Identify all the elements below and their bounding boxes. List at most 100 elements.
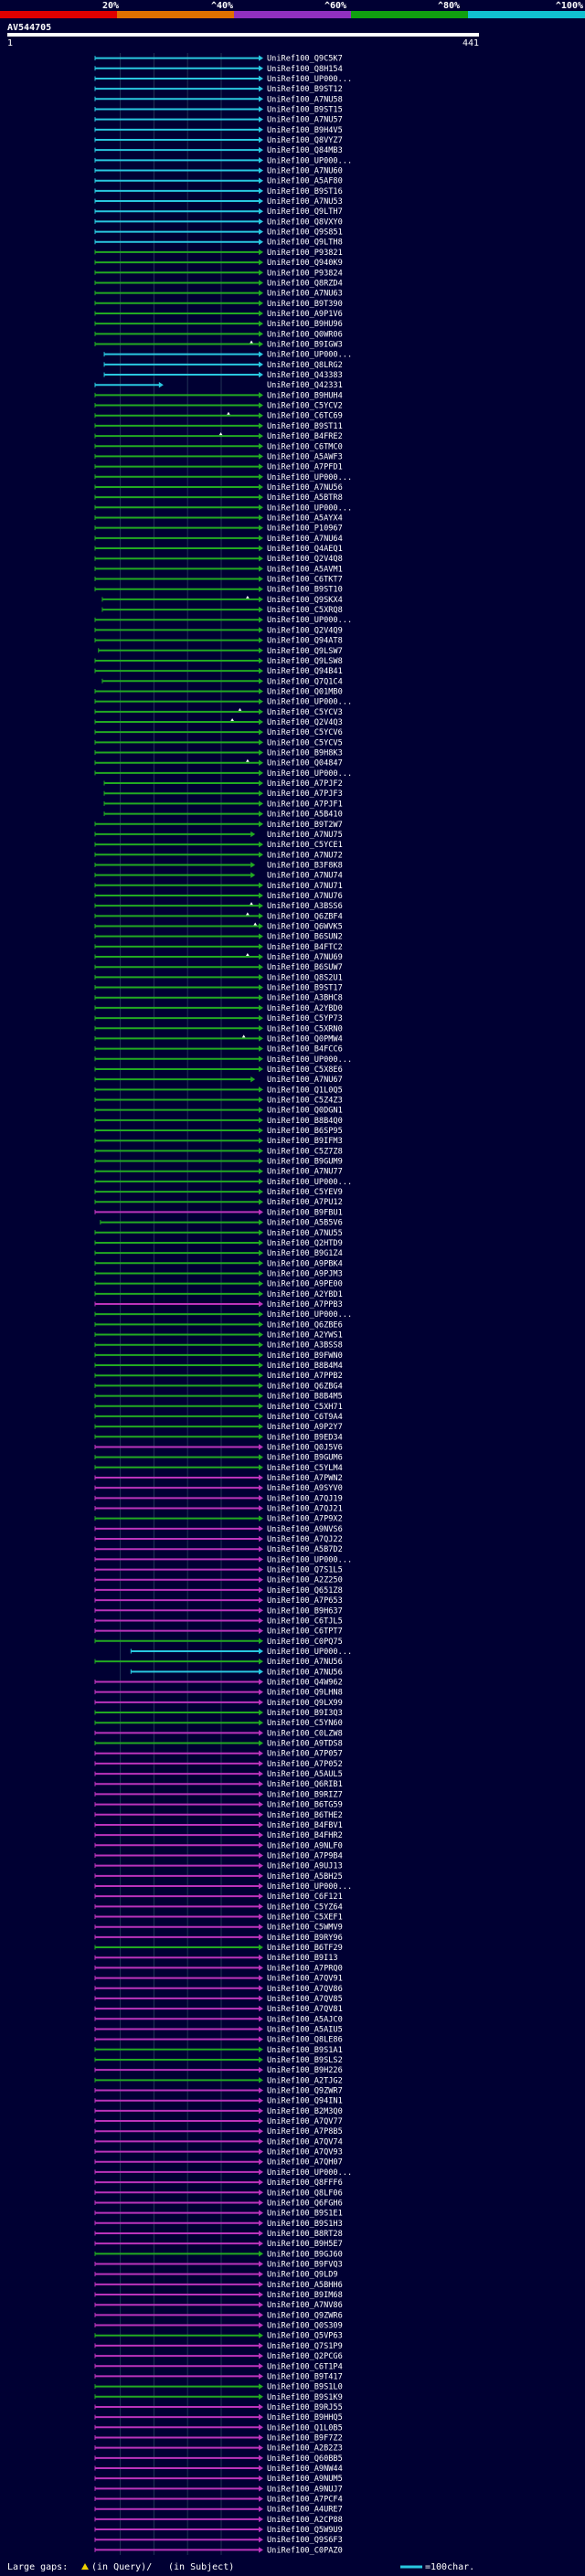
hit-label[interactable]: UniRef100_Q9LD9 — [267, 2271, 338, 2280]
hit-label[interactable]: UniRef100_A7PPB3 — [267, 1300, 343, 1309]
hit-row[interactable]: UniRef100_Q9LTH7 — [94, 207, 343, 217]
hit-label[interactable]: UniRef100_C6TC69 — [267, 412, 343, 421]
hit-row[interactable]: UniRef100_B9FBU1 — [94, 1208, 343, 1217]
hit-row[interactable]: UniRef100_Q8LF06 — [94, 2189, 343, 2198]
hit-row[interactable]: UniRef100_B9ST15 — [94, 105, 343, 114]
hit-row[interactable]: UniRef100_A9PE00 — [94, 1280, 343, 1289]
hit-label[interactable]: UniRef100_Q84MB3 — [267, 146, 343, 155]
hit-row[interactable]: UniRef100_A5B410 — [103, 811, 343, 820]
hit-row[interactable]: UniRef100_B9I13 — [94, 1954, 338, 1963]
hit-label[interactable]: UniRef100_Q94IN1 — [267, 2097, 343, 2106]
hit-row[interactable]: UniRef100_Q8S2U1 — [94, 973, 343, 982]
hit-label[interactable]: UniRef100_A7PU12 — [267, 1198, 343, 1207]
hit-row[interactable]: UniRef100_A7NU75 — [94, 831, 343, 840]
hit-label[interactable]: UniRef100_C5X8E6 — [267, 1065, 343, 1075]
hit-label[interactable]: UniRef100_P93824 — [267, 269, 343, 278]
hit-label[interactable]: UniRef100_A2YBD1 — [267, 1290, 343, 1299]
hit-row[interactable]: UniRef100_C0LZW8 — [94, 1729, 343, 1738]
hit-label[interactable]: UniRef100_A9P1V6 — [267, 310, 343, 319]
hit-row[interactable]: UniRef100_C5WMV9 — [94, 1924, 343, 1933]
hit-row[interactable]: UniRef100_B4FBV1 — [94, 1821, 343, 1830]
hit-row[interactable]: UniRef100_A7PJF3 — [103, 790, 343, 799]
hit-row[interactable]: UniRef100_B9S1L0 — [94, 2383, 343, 2392]
hit-label[interactable]: UniRef100_B9ST11 — [267, 422, 343, 431]
hit-label[interactable]: UniRef100_Q8LRG2 — [267, 361, 343, 370]
hit-row[interactable]: UniRef100_C6F121 — [94, 1892, 343, 1902]
hit-label[interactable]: UniRef100_A7NV86 — [267, 2301, 343, 2310]
hit-label[interactable]: UniRef100_A7QH07 — [267, 2158, 343, 2168]
hit-label[interactable]: UniRef100_A5BHH6 — [267, 2281, 343, 2290]
hit-row[interactable]: UniRef100_B9ST11 — [94, 422, 343, 431]
hit-row[interactable]: UniRef100_A7NU67 — [94, 1076, 343, 1085]
hit-row[interactable]: UniRef100_C5YN60 — [94, 1719, 343, 1728]
hit-row[interactable]: UniRef100_C5YCV5 — [94, 738, 343, 747]
hit-row[interactable]: UniRef100_A7NU63 — [94, 290, 343, 299]
hit-label[interactable]: UniRef100_UP000... — [267, 156, 352, 165]
hit-row[interactable]: UniRef100_B9H5E7 — [94, 2240, 343, 2249]
hit-label[interactable]: UniRef100_Q0PMW4 — [267, 1034, 343, 1044]
hit-row[interactable]: UniRef100_Q2V4Q9 — [94, 626, 343, 635]
hit-label[interactable]: UniRef100_C5Z4Z3 — [267, 1096, 343, 1105]
hit-row[interactable]: UniRef100_UP000... — [94, 1310, 352, 1320]
hit-label[interactable]: UniRef100_B6THE2 — [267, 1811, 343, 1820]
hit-row[interactable]: UniRef100_A9NLF0 — [94, 1841, 343, 1850]
hit-row[interactable]: UniRef100_C5YCE1 — [94, 841, 343, 850]
hit-label[interactable]: UniRef100_B9S1L0 — [267, 2383, 343, 2392]
hit-row[interactable]: UniRef100_B4FHR2 — [94, 1831, 343, 1840]
hit-label[interactable]: UniRef100_A2B2Z3 — [267, 2444, 343, 2454]
hit-row[interactable]: UniRef100_A7QV77 — [94, 2117, 343, 2126]
hit-row[interactable]: UniRef100_B8B4M5 — [94, 1393, 343, 1402]
hit-row[interactable]: UniRef100_A7PFD1 — [94, 463, 343, 472]
hit-row[interactable]: UniRef100_Q8LRG2 — [103, 361, 343, 370]
hit-label[interactable]: UniRef100_A7P9X2 — [267, 1515, 343, 1524]
hit-row[interactable]: UniRef100_Q42331 — [94, 381, 343, 390]
hit-row[interactable]: UniRef100_Q9C5K7 — [94, 55, 343, 64]
hit-row[interactable]: UniRef100_Q8RZD4 — [94, 279, 343, 288]
hit-label[interactable]: UniRef100_B9IGW3 — [267, 341, 343, 350]
hit-row[interactable]: UniRef100_Q7S1P9 — [94, 2342, 343, 2351]
hit-row[interactable]: UniRef100_C5YCV2 — [94, 402, 343, 411]
hit-label[interactable]: UniRef100_Q60BB5 — [267, 2454, 343, 2464]
hit-row[interactable]: UniRef100_A5AIU5 — [94, 2025, 343, 2034]
hit-label[interactable]: UniRef100_A5B5V6 — [267, 1219, 343, 1228]
hit-row[interactable]: UniRef100_B9T2W7 — [94, 821, 343, 830]
hit-row[interactable]: UniRef100_A7NV86 — [94, 2301, 343, 2310]
hit-row[interactable]: UniRef100_UP000... — [103, 351, 352, 360]
hit-row[interactable]: UniRef100_C5XEF1 — [94, 1913, 343, 1923]
hit-label[interactable]: UniRef100_A7QV74 — [267, 2137, 343, 2147]
hit-row[interactable]: UniRef100_UP000... — [94, 2168, 352, 2178]
hit-label[interactable]: UniRef100_A3BSS8 — [267, 1341, 343, 1351]
hit-label[interactable]: UniRef100_B9H226 — [267, 2066, 343, 2075]
hit-row[interactable]: UniRef100_Q6ZBE6 — [94, 1320, 343, 1330]
hit-label[interactable]: UniRef100_Q8LE86 — [267, 2036, 343, 2045]
hit-label[interactable]: UniRef100_Q94AT8 — [267, 637, 343, 646]
hit-row[interactable]: UniRef100_UP000... — [130, 1648, 352, 1657]
hit-row[interactable]: UniRef100_A7P653 — [94, 1596, 343, 1606]
hit-label[interactable]: UniRef100_B9H637 — [267, 1606, 343, 1616]
hit-label[interactable]: UniRef100_Q1L0B5 — [267, 2423, 343, 2433]
hit-row[interactable]: UniRef100_A7NU69 — [94, 953, 343, 962]
hit-row[interactable]: UniRef100_Q9LSW7 — [98, 647, 343, 656]
hit-row[interactable]: UniRef100_A7NU56 — [94, 483, 343, 493]
hit-row[interactable]: UniRef100_B9H4V5 — [94, 126, 343, 135]
hit-row[interactable]: UniRef100_C6T9A4 — [94, 1413, 343, 1422]
hit-row[interactable]: UniRef100_Q2PCG6 — [94, 2352, 343, 2361]
hit-label[interactable]: UniRef100_B8B4Q0 — [267, 1117, 343, 1126]
hit-label[interactable]: UniRef100_Q1L0Q5 — [267, 1086, 343, 1095]
hit-label[interactable]: UniRef100_Q0DGN1 — [267, 1107, 343, 1116]
hit-row[interactable]: UniRef100_C5X8E6 — [94, 1065, 343, 1075]
hit-row[interactable]: UniRef100_Q8VYZ7 — [94, 136, 343, 145]
hit-label[interactable]: UniRef100_Q9S6F3 — [267, 2536, 343, 2545]
hit-row[interactable]: UniRef100_Q84MB3 — [94, 146, 343, 155]
hit-row[interactable]: UniRef100_Q0PMW4 — [94, 1034, 343, 1044]
hit-label[interactable]: UniRef100_Q5W9U9 — [267, 2526, 343, 2535]
hit-row[interactable]: UniRef100_B9G1Z4 — [94, 1249, 343, 1258]
hit-row[interactable]: UniRef100_B6THE2 — [94, 1811, 343, 1820]
hit-row[interactable]: UniRef100_Q6WVK5 — [94, 922, 343, 932]
hit-label[interactable]: UniRef100_Q4W962 — [267, 1678, 343, 1687]
hit-row[interactable]: UniRef100_Q5W9U9 — [94, 2526, 343, 2535]
hit-label[interactable]: UniRef100_Q01MB0 — [267, 687, 343, 696]
hit-label[interactable]: UniRef100_B9T417 — [267, 2372, 343, 2381]
hit-row[interactable]: UniRef100_C6T1P4 — [94, 2362, 343, 2371]
hit-row[interactable]: UniRef100_B9GJ60 — [94, 2250, 343, 2259]
